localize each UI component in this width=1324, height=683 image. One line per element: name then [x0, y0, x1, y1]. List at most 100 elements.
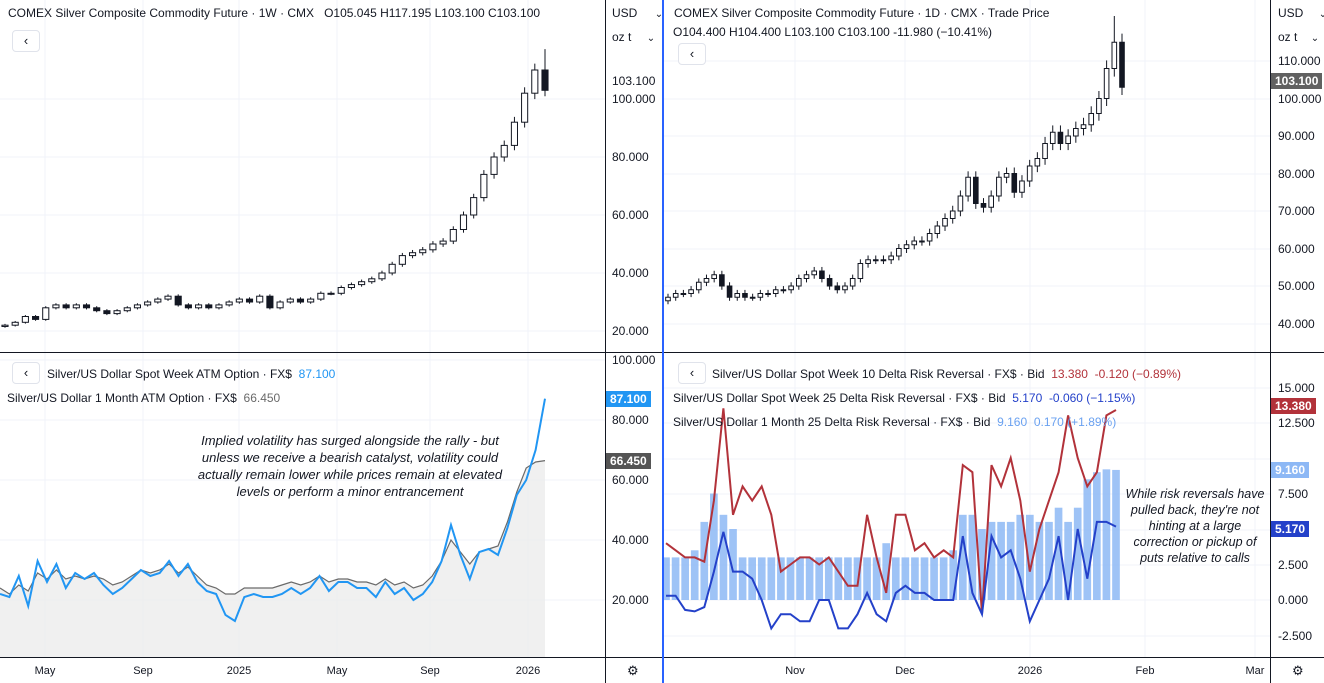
- series-value: 9.160: [997, 415, 1028, 429]
- candle-body: [144, 301, 152, 306]
- currency-select[interactable]: USD ⌄: [1278, 6, 1324, 20]
- price-axis-label: 7.500: [1278, 487, 1309, 501]
- candle-body: [195, 304, 203, 309]
- candle-body: [62, 304, 70, 309]
- collapse-legend-button[interactable]: ‹: [12, 362, 40, 384]
- candle-body: [826, 278, 833, 287]
- legend-week-atm: Silver/US Dollar Spot Week ATM Option · …: [47, 367, 335, 381]
- left-price-axis[interactable]: USD ⌄ oz t ⌄ 103.100 100.000 80.000 60.000…: [606, 0, 664, 657]
- candle-body: [510, 121, 518, 146]
- price-axis-label: 2.500: [1278, 558, 1309, 572]
- price-axis-label: 20.000: [612, 593, 649, 607]
- symbol-title: COMEX Silver Composite Commodity Future …: [8, 6, 315, 20]
- rr25-month-bar: [796, 557, 804, 600]
- symbol-title: COMEX Silver Composite Commodity Future …: [674, 6, 1050, 20]
- rr25-month-bar: [1016, 514, 1025, 600]
- candle-body: [1, 324, 9, 327]
- candle-body: [103, 310, 111, 315]
- rr25-month-bar: [1026, 514, 1034, 600]
- rr25-month-bar: [1073, 507, 1082, 600]
- candle-body: [419, 249, 427, 254]
- time-axis-label: Nov: [785, 665, 805, 677]
- rr25-month-bar: [920, 557, 929, 600]
- candle-body: [113, 310, 121, 315]
- candle-body: [749, 296, 756, 299]
- rr25-month-bar: [690, 550, 699, 600]
- rr25-month-bar: [662, 557, 670, 600]
- candle-body: [780, 289, 787, 292]
- candle-body: [449, 229, 457, 242]
- price-axis-label: 80.000: [612, 413, 649, 427]
- candle-body: [1080, 124, 1087, 129]
- unit-select[interactable]: oz t ⌄: [1278, 30, 1320, 44]
- series-value: 66.450: [243, 391, 281, 405]
- candle-body: [500, 144, 508, 158]
- right-pane-selected-border: [662, 0, 664, 683]
- candle-body: [1011, 173, 1018, 193]
- candle-body: [368, 278, 376, 283]
- candle-body: [711, 274, 717, 279]
- candle-body: [245, 298, 254, 303]
- price-axis-label: 70.000: [1278, 204, 1315, 218]
- candle-body: [82, 304, 91, 309]
- collapse-legend-button[interactable]: ‹: [678, 362, 706, 384]
- candle-body: [398, 255, 406, 265]
- rr25-month-bar: [777, 557, 785, 600]
- time-axis-label: Feb: [1135, 665, 1155, 677]
- candle-body: [337, 287, 345, 294]
- candle-body: [1034, 158, 1041, 167]
- rr25-month-bar: [786, 557, 795, 600]
- rr25-month-bar: [767, 557, 776, 600]
- candle-body: [772, 289, 779, 294]
- series-title: Silver/US Dollar 1 Month ATM Option · FX…: [7, 391, 237, 405]
- rr25-month-bar: [1054, 507, 1063, 600]
- candle-body: [1003, 173, 1010, 178]
- candle-body: [834, 285, 841, 291]
- rr25-month-bar: [1093, 472, 1101, 600]
- price-axis-label: 12.500: [1278, 416, 1315, 430]
- candle-body: [1042, 143, 1048, 159]
- rr25-month-bar: [863, 557, 871, 600]
- price-axis-label: 100.000: [612, 353, 656, 367]
- last-price-tag: 103.100: [1271, 73, 1323, 89]
- chevron-left-icon: ‹: [23, 33, 29, 48]
- candle-body: [695, 281, 702, 291]
- candle-body: [796, 278, 802, 287]
- legend-month-atm: Silver/US Dollar 1 Month ATM Option · FX…: [7, 391, 280, 405]
- collapse-legend-button[interactable]: ‹: [12, 30, 40, 52]
- currency-select[interactable]: USD ⌄: [612, 6, 664, 20]
- chevron-left-icon: ‹: [689, 365, 695, 380]
- candle-body: [857, 263, 864, 279]
- price-axis-label: 60.000: [612, 208, 649, 222]
- settings-icon[interactable]: ⚙: [627, 663, 639, 678]
- series-value: 87.100: [298, 367, 336, 381]
- candle-body: [531, 69, 539, 94]
- time-axis-label: Mar: [1245, 665, 1265, 677]
- settings-icon[interactable]: ⚙: [1292, 663, 1304, 678]
- right-price-axis[interactable]: USD ⌄ oz t ⌄ 110.000 100.000 90.000 80.000 7…: [1271, 0, 1324, 657]
- candle-body: [980, 203, 987, 208]
- time-axis-label: May: [34, 665, 56, 677]
- series-title: Silver/US Dollar Spot Week 10 Delta Risk…: [712, 367, 1045, 381]
- candle-body: [911, 240, 918, 246]
- candle-body: [688, 289, 694, 294]
- rr25-month-bar: [891, 557, 900, 600]
- candle-body: [378, 272, 386, 280]
- rr25-month-bar: [844, 557, 852, 600]
- candle-body: [439, 240, 447, 245]
- collapse-legend-button[interactable]: ‹: [678, 43, 706, 65]
- chevron-down-icon: ⌄: [1310, 33, 1320, 44]
- rr25-month-bar: [911, 557, 919, 600]
- month-atm-price-tag: 66.450: [606, 453, 651, 469]
- rr25-month-bar: [719, 514, 728, 600]
- unit-select[interactable]: oz t ⌄: [612, 30, 656, 44]
- rr25-month-bar: [1006, 521, 1015, 600]
- last-price-label: 103.100: [612, 74, 656, 88]
- annotation-text[interactable]: Implied volatility has surged alongside …: [197, 433, 503, 499]
- candle-body: [1019, 180, 1025, 193]
- rr25-month-bar: [671, 557, 680, 600]
- annotation-text[interactable]: While risk reversals have pulled back, t…: [1125, 487, 1265, 565]
- candle-body: [1049, 131, 1056, 144]
- series-title: Silver/US Dollar Spot Week ATM Option · …: [47, 367, 292, 381]
